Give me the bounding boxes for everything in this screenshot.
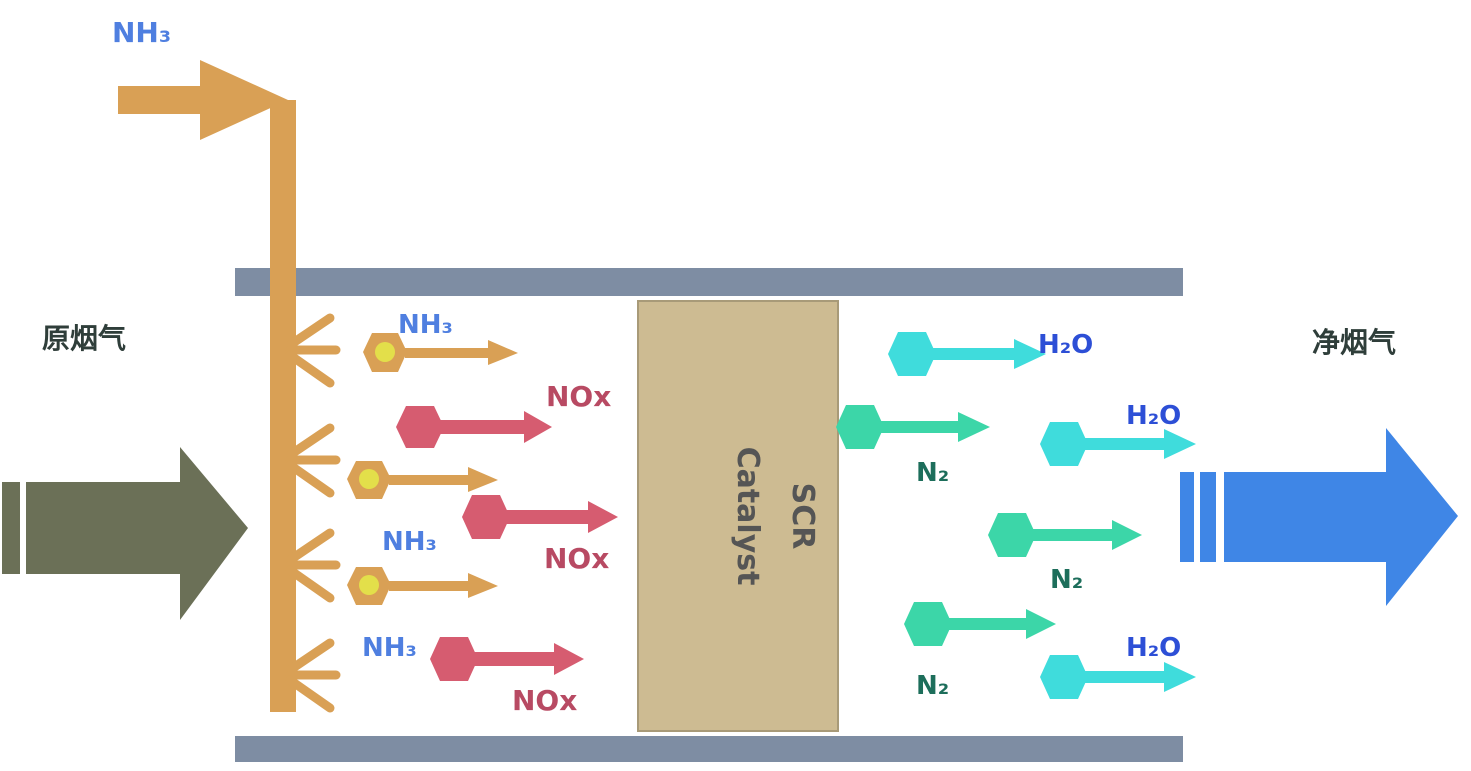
- nh3-particle: [347, 461, 498, 499]
- catalyst-label-line1: SCR: [785, 483, 820, 550]
- h2o-label: H₂O: [1126, 401, 1181, 431]
- scr-catalyst-block: [637, 300, 839, 732]
- h2o-particle: [1040, 422, 1196, 466]
- clean-gas-label: 净烟气: [1312, 326, 1396, 359]
- n2-particle: [904, 602, 1056, 646]
- duct-top-wall: [235, 268, 1183, 296]
- nh3-injection-pipe: [118, 60, 341, 713]
- nox-particle: [462, 495, 618, 539]
- h2o-label: H₂O: [1038, 330, 1093, 360]
- nh3-particle: [347, 567, 498, 605]
- nox-label: NOx: [512, 684, 577, 717]
- n2-particle: [988, 513, 1142, 557]
- catalyst-label-line2: Catalyst: [730, 447, 765, 586]
- duct-bottom-wall: [235, 736, 1183, 762]
- nh3-top-label: NH₃: [112, 16, 171, 49]
- raw-gas-label: 原烟气: [42, 322, 126, 355]
- clean-gas-outlet-arrow: [1180, 428, 1458, 606]
- raw-gas-inlet-arrow: [2, 447, 248, 620]
- nh3-label: NH₃: [398, 310, 453, 340]
- n2-particle: [836, 405, 990, 449]
- nox-label: NOx: [544, 542, 609, 575]
- h2o-particle: [888, 332, 1046, 376]
- n2-label: N₂: [916, 671, 949, 701]
- nox-particle: [396, 406, 552, 448]
- nh3-particle: [363, 333, 518, 372]
- nh3-label: NH₃: [362, 633, 417, 663]
- n2-label: N₂: [1050, 565, 1083, 595]
- h2o-label: H₂O: [1126, 633, 1181, 663]
- nox-particle: [430, 637, 584, 681]
- nox-label: NOx: [546, 380, 611, 413]
- n2-label: N₂: [916, 458, 949, 488]
- h2o-particle: [1040, 655, 1196, 699]
- nh3-label: NH₃: [382, 527, 437, 557]
